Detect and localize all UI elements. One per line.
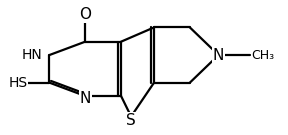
Text: O: O bbox=[79, 7, 91, 22]
Text: CH₃: CH₃ bbox=[251, 48, 274, 62]
Text: HS: HS bbox=[8, 76, 27, 90]
Text: HN: HN bbox=[22, 48, 42, 62]
Text: S: S bbox=[126, 113, 136, 128]
Text: N: N bbox=[213, 48, 224, 63]
Text: N: N bbox=[79, 91, 91, 106]
